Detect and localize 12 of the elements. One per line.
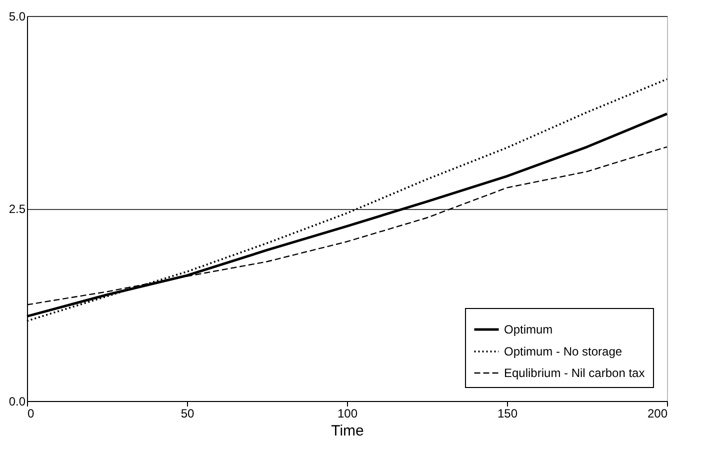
x-tick-label: 50 — [180, 406, 194, 420]
y-tick-label: 2.5 — [8, 202, 26, 216]
x-tick-label: 100 — [337, 406, 358, 420]
x-tick-label: 0 — [28, 406, 34, 420]
x-axis-title: Time — [331, 422, 364, 440]
x-tick-label: 200 — [647, 406, 668, 420]
y-tick-label: 0.0 — [8, 394, 26, 408]
legend-label: Optimum — [504, 322, 553, 336]
legend-label: Optimum - No storage — [504, 344, 622, 358]
y-tick-label: 5.0 — [8, 10, 26, 24]
legend-label: Equlibrium - Nil carbon tax — [504, 366, 645, 380]
x-tick-label: 150 — [497, 406, 518, 420]
